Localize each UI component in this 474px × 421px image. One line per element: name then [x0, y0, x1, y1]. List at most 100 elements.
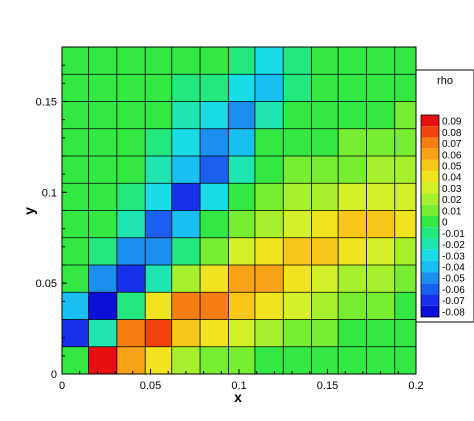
legend-label: 0.08 — [442, 128, 462, 139]
heatmap-cell — [171, 292, 201, 320]
heatmap-cell — [62, 128, 89, 156]
heatmap-cell — [366, 128, 395, 156]
heatmap-cell — [394, 128, 416, 156]
legend-swatch — [421, 204, 439, 216]
heatmap-cell — [62, 101, 89, 129]
heatmap-cell — [366, 47, 395, 75]
legend-swatch — [421, 272, 439, 284]
heatmap-cell — [283, 47, 312, 75]
heatmap-cell — [394, 265, 416, 293]
heatmap-cell — [394, 101, 416, 129]
legend-labels: 0.090.080.070.060.050.040.030.020.010-0.… — [442, 117, 465, 319]
heatmap-cell — [62, 74, 89, 102]
heatmap-cell — [366, 292, 395, 320]
y-axis-ticks: 0 0.05 0.1 0.15 — [36, 64, 67, 381]
heatmap-cell — [254, 292, 284, 320]
heatmap-cell — [62, 156, 89, 184]
heatmap-cell — [88, 210, 117, 238]
heatmap-cell — [283, 319, 312, 347]
heatmap-cell — [116, 183, 146, 211]
heatmap-cell — [116, 346, 146, 374]
heatmap-cell — [171, 74, 201, 102]
heatmap-cell — [62, 319, 89, 347]
legend-label: 0.05 — [442, 162, 462, 173]
heatmap-cell — [228, 237, 255, 265]
heatmap-cell — [171, 47, 201, 75]
heatmap-cell — [116, 292, 146, 320]
heatmap-cell — [145, 210, 172, 238]
y-tick-label: 0.05 — [36, 278, 57, 290]
heatmap-cell — [228, 183, 255, 211]
heatmap-cell — [338, 346, 367, 374]
y-tick-label: 0.15 — [36, 97, 57, 109]
legend-label: -0.04 — [442, 263, 465, 274]
heatmap-cell — [145, 128, 172, 156]
heatmap-cell — [88, 74, 117, 102]
heatmap-cell — [200, 183, 229, 211]
heatmap-cell — [283, 128, 312, 156]
legend-swatch — [421, 193, 439, 205]
legend-label: -0.02 — [442, 240, 465, 251]
heatmap-cell — [116, 101, 146, 129]
heatmap-cell — [254, 156, 284, 184]
heatmap-cell — [311, 319, 339, 347]
heatmap-cell — [311, 346, 339, 374]
heatmap-cell — [311, 101, 339, 129]
heatmap-cell — [200, 156, 229, 184]
heatmap-cell — [311, 210, 339, 238]
heatmap-cell — [200, 265, 229, 293]
heatmap-cell — [283, 292, 312, 320]
x-axis-label: x — [234, 389, 242, 405]
heatmap-cell — [145, 74, 172, 102]
heatmap-cell — [366, 101, 395, 129]
legend-swatch — [421, 216, 439, 228]
heatmap-cell — [394, 74, 416, 102]
heatmap-cell — [62, 237, 89, 265]
heatmap-cell — [338, 265, 367, 293]
legend-swatch — [421, 182, 439, 194]
heatmap-cell — [88, 265, 117, 293]
heatmap-cell — [311, 128, 339, 156]
heatmap-cells — [62, 47, 416, 374]
heatmap-cell — [254, 128, 284, 156]
legend-swatch — [421, 260, 439, 273]
legend-swatch — [421, 238, 439, 250]
heatmap-cell — [145, 346, 172, 374]
heatmap-cell — [200, 128, 229, 156]
heatmap-cell — [338, 47, 367, 75]
heatmap-cell — [254, 319, 284, 347]
heatmap-cell — [200, 237, 229, 265]
heatmap-cell — [338, 183, 367, 211]
heatmap-cell — [338, 74, 367, 102]
heatmap-cell — [254, 265, 284, 293]
heatmap-cell — [62, 292, 89, 320]
heatmap-cell — [171, 237, 201, 265]
heatmap-cell — [394, 346, 416, 374]
legend-swatches — [420, 114, 440, 318]
heatmap-cell — [338, 101, 367, 129]
x-tick-label: 0.15 — [317, 380, 338, 392]
heatmap-cell — [88, 156, 117, 184]
heatmap-cell — [338, 237, 367, 265]
y-tick-label: 0.1 — [42, 187, 57, 199]
legend-swatch — [421, 159, 439, 172]
heatmap-cell — [116, 210, 146, 238]
heatmap-cell — [254, 346, 284, 374]
heatmap-cell — [311, 74, 339, 102]
legend-swatch — [421, 148, 439, 160]
heatmap-cell — [394, 183, 416, 211]
legend-swatch — [421, 227, 439, 239]
legend-swatch — [421, 249, 439, 261]
heatmap-cell — [145, 265, 172, 293]
heatmap-cell — [366, 183, 395, 211]
heatmap-cell — [88, 319, 117, 347]
heatmap-cell — [228, 74, 255, 102]
heatmap-cell — [116, 128, 146, 156]
heatmap-cell — [171, 346, 201, 374]
legend-label: 0.03 — [442, 184, 462, 195]
heatmap-cell — [62, 183, 89, 211]
heatmap-cell — [283, 210, 312, 238]
heatmap-cell — [228, 319, 255, 347]
heatmap-cell — [394, 237, 416, 265]
